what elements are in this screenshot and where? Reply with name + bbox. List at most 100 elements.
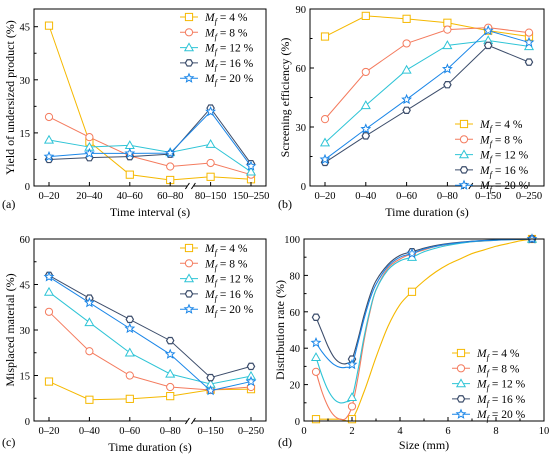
legend-marker xyxy=(184,59,194,67)
legend-label: Mf = 20 % xyxy=(479,180,529,194)
legend-label: Mf = 12 % xyxy=(476,379,526,393)
data-point xyxy=(319,153,331,165)
series-line xyxy=(324,30,530,160)
legend-label-sub: f xyxy=(215,262,219,272)
series-5 xyxy=(43,105,257,171)
y-axis-label: Screening efficiency (%) xyxy=(278,38,292,158)
legend-label: Mf = 8 % xyxy=(204,27,248,41)
series-line xyxy=(48,110,252,167)
y-tick-label: 0 xyxy=(295,417,300,428)
legend-marker xyxy=(455,378,467,388)
panel-d: 0 20 40 60 80 100 0 2 4 6 8 10 Size (mm) Distribution… xyxy=(273,233,550,452)
legend-label-rest: = 8 % xyxy=(489,363,520,375)
legend-label-m: M xyxy=(204,73,216,85)
legend-label-rest: = 20 % xyxy=(217,73,254,85)
y-tick-label: 60 xyxy=(290,308,301,319)
y-tick-label: 30 xyxy=(20,326,31,337)
series-line xyxy=(48,139,252,173)
legend: Mf = 4 %Mf = 8 %Mf = 12 %Mf = 16 %Mf = 2… xyxy=(455,119,529,194)
x-tick-label: 10 xyxy=(539,426,550,437)
legend-label-sub: f xyxy=(490,169,494,179)
series-4 xyxy=(44,104,256,168)
y-tick-label: 40 xyxy=(290,344,301,355)
legend-label-sub: f xyxy=(215,77,219,87)
axis-break-mark xyxy=(468,182,474,190)
legend-label: Mf = 8 % xyxy=(476,363,520,377)
legend: Mf = 4 %Mf = 8 %Mf = 12 %Mf = 16 %Mf = 2… xyxy=(452,348,526,423)
data-point xyxy=(402,39,411,48)
legend-label-m: M xyxy=(476,394,488,406)
legend-label-rest: = 4 % xyxy=(489,348,520,360)
panel-label: (b) xyxy=(278,197,292,211)
data-point xyxy=(246,362,256,371)
legend-label-sub: f xyxy=(487,383,491,393)
legend-label-m: M xyxy=(204,289,216,301)
legend-label-rest: = 4 % xyxy=(217,243,248,255)
legend-marker xyxy=(459,166,469,174)
legend-label-m: M xyxy=(476,363,488,375)
y-tick-label: 80 xyxy=(290,271,301,282)
x-tick-label: 0–60 xyxy=(396,191,417,202)
legend-label-rest: = 8 % xyxy=(492,134,523,146)
series-line xyxy=(324,27,530,120)
legend-label: Mf = 16 % xyxy=(204,58,254,72)
legend-label-sub: f xyxy=(487,367,491,377)
series-2 xyxy=(320,23,534,124)
data-point xyxy=(347,402,357,411)
legend-label-rest: = 20 % xyxy=(217,304,254,316)
legend-label: Mf = 4 % xyxy=(476,348,520,362)
legend-label-sub: f xyxy=(215,293,219,303)
legend-marker xyxy=(456,395,466,403)
panel-c: 0 15 30 45 60 0–20 0–40 0–60 0–80 0–150 0–250 Time … xyxy=(2,235,267,454)
data-point xyxy=(310,352,322,361)
data-point xyxy=(43,134,55,144)
legend-label-rest: = 12 % xyxy=(489,379,526,391)
legend-label-sub: f xyxy=(215,16,219,26)
legend-label-m: M xyxy=(479,119,491,131)
legend-marker xyxy=(458,149,470,159)
legend-label: Mf = 4 % xyxy=(479,119,523,133)
legend-label-sub: f xyxy=(215,247,219,257)
x-tick-label: 6 xyxy=(445,426,450,437)
legend-label-m: M xyxy=(204,12,216,24)
x-tick-label: 0–80 xyxy=(437,191,458,202)
y-tick-label: 60 xyxy=(296,64,307,75)
legend-marker xyxy=(184,28,194,37)
data-point xyxy=(523,36,535,48)
series-curve xyxy=(315,238,533,365)
x-tick-label: 80–150 xyxy=(195,191,227,202)
data-point xyxy=(320,115,330,124)
panel-a: 0 15 30 45 0–20 20–40 40–60 60–80 80–150 150–250 T… xyxy=(2,8,269,219)
axis-break-mark xyxy=(184,182,190,190)
data-point xyxy=(85,133,94,142)
legend-marker xyxy=(456,364,466,373)
legend-label-sub: f xyxy=(490,123,494,133)
data-point xyxy=(361,11,370,20)
legend-label: Mf = 12 % xyxy=(204,43,254,57)
data-point xyxy=(361,132,371,140)
series-5 xyxy=(319,24,535,165)
data-point xyxy=(443,18,452,27)
data-point xyxy=(43,286,55,296)
x-tick-label: 40–60 xyxy=(117,191,143,202)
data-point xyxy=(441,63,453,74)
legend-label-m: M xyxy=(479,165,491,177)
data-point xyxy=(83,147,95,159)
axis-break-mark xyxy=(184,417,190,425)
data-point xyxy=(524,28,534,37)
x-axis-label: Size (mm) xyxy=(399,438,449,452)
data-point xyxy=(125,170,134,179)
data-point xyxy=(85,347,94,356)
legend-label-sub: f xyxy=(487,398,491,408)
legend-label-m: M xyxy=(204,27,216,39)
data-point xyxy=(44,377,54,386)
legend-label-rest: = 4 % xyxy=(217,12,248,24)
series-line xyxy=(324,15,530,38)
data-point xyxy=(206,373,215,382)
legend-label-sub: f xyxy=(487,413,491,423)
x-tick-label: 0–80 xyxy=(160,426,181,437)
legend-marker xyxy=(183,303,195,314)
legend-label-rest: = 4 % xyxy=(492,119,523,131)
data-point xyxy=(311,367,321,376)
y-tick-label: 0 xyxy=(25,417,30,428)
